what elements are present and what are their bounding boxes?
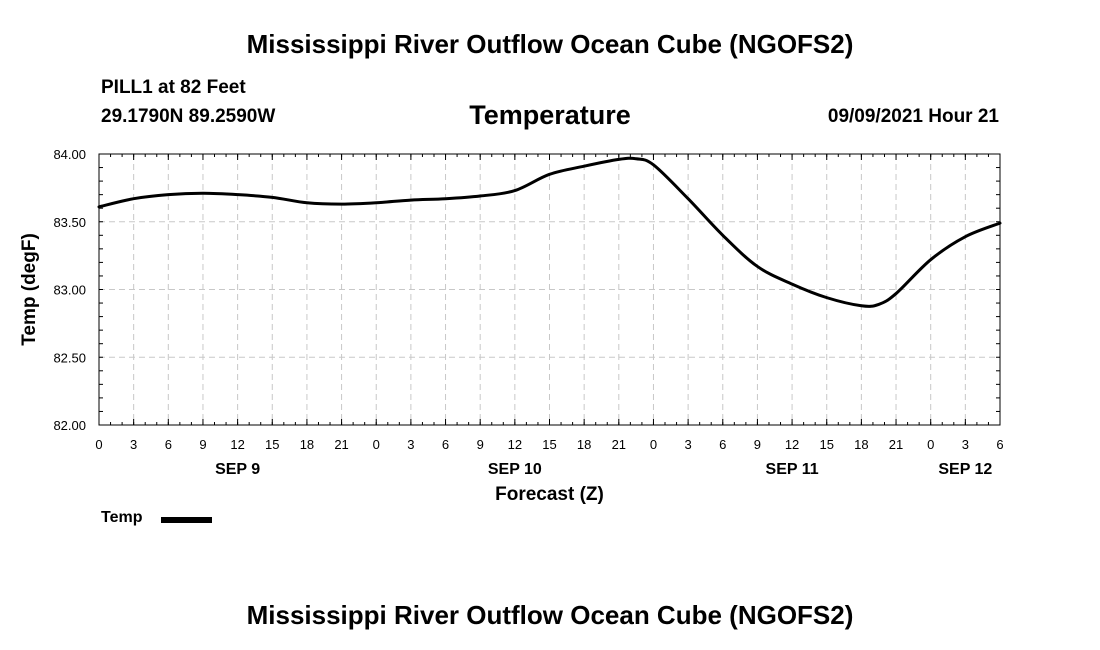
x-tick-label: 15 <box>265 437 279 452</box>
x-tick-label: 0 <box>927 437 934 452</box>
x-tick-label: 3 <box>684 437 691 452</box>
y-tick-label: 83.00 <box>53 283 86 298</box>
x-tick-label: 3 <box>962 437 969 452</box>
x-tick-label: 15 <box>819 437 833 452</box>
x-day-label: SEP 11 <box>766 461 819 478</box>
x-tick-label: 6 <box>165 437 172 452</box>
x-tick-label: 18 <box>300 437 314 452</box>
x-tick-label: 0 <box>650 437 657 452</box>
x-tick-label: 15 <box>542 437 556 452</box>
x-tick-label: 3 <box>130 437 137 452</box>
x-tick-label: 21 <box>612 437 626 452</box>
x-tick-label: 12 <box>785 437 799 452</box>
legend-label: Temp <box>101 509 142 527</box>
x-tick-label: 9 <box>754 437 761 452</box>
y-tick-label: 82.00 <box>53 418 86 433</box>
x-day-label: SEP 10 <box>488 461 542 478</box>
y-axis-title: Temp (degF) <box>19 233 40 346</box>
x-tick-label: 21 <box>889 437 903 452</box>
x-tick-label: 9 <box>199 437 206 452</box>
x-tick-label: 21 <box>334 437 348 452</box>
x-tick-label: 18 <box>854 437 868 452</box>
temperature-chart: 82.00 82.50 83.00 83.50 84.00 0 3 6 9 12 15 18 21 0 3 6… <box>0 0 1100 650</box>
x-tick-label: 6 <box>719 437 726 452</box>
y-tick-label: 84.00 <box>53 147 86 162</box>
y-tick-label: 83.50 <box>53 215 86 230</box>
footer-title: Mississippi River Outflow Ocean Cube (NG… <box>0 600 1100 631</box>
legend-line-swatch <box>161 517 212 523</box>
x-tick-label: 12 <box>230 437 244 452</box>
x-tick-label: 6 <box>996 437 1003 452</box>
x-tick-label: 6 <box>442 437 449 452</box>
x-day-label: SEP 9 <box>215 461 260 478</box>
x-tick-label: 3 <box>407 437 414 452</box>
x-tick-label: 18 <box>577 437 591 452</box>
x-day-label: SEP 12 <box>938 461 992 478</box>
x-tick-label: 0 <box>95 437 102 452</box>
x-tick-label: 0 <box>373 437 380 452</box>
x-tick-label: 9 <box>477 437 484 452</box>
x-axis-title: Forecast (Z) <box>495 484 604 505</box>
y-tick-label: 82.50 <box>53 350 86 365</box>
x-tick-label: 12 <box>508 437 522 452</box>
